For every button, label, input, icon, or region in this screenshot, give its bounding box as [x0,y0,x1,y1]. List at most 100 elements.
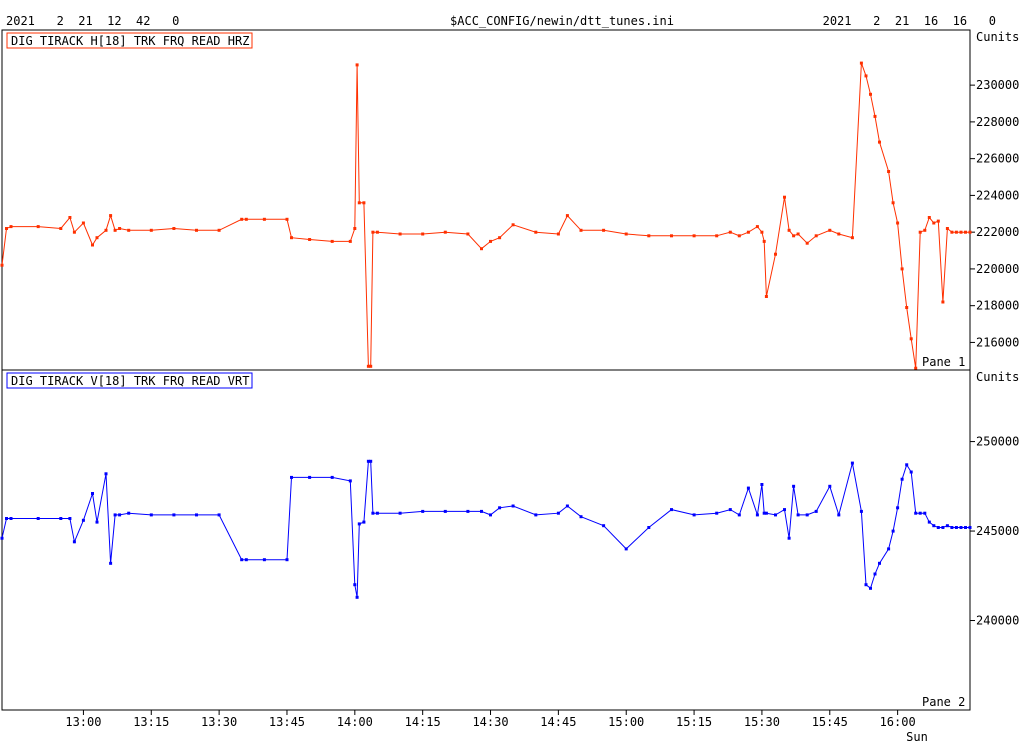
p2-data-point [398,511,402,515]
p1-data-point [0,263,4,267]
p2-data-point [68,517,72,520]
p1-data-point [774,252,777,256]
p1-data-point [355,63,359,67]
p1-data-point [113,228,117,232]
p2-y-tick-label: 240000 [976,614,1019,628]
p2-data-point [262,558,266,562]
p2-data-point [909,470,913,474]
p1-data-point [357,201,361,205]
p2-data-point [941,526,945,529]
p1-data-point [290,236,293,240]
p2-data-point [891,529,895,533]
pane-2-trace [0,459,972,599]
p2-data-point [896,506,900,510]
time-tick-label: 14:00 [337,715,373,729]
p2-data-point [579,515,583,519]
p1-data-point [375,230,379,234]
day-label: Sun [906,730,928,744]
time-tick-label: 15:00 [608,715,644,729]
p1-data-point [964,230,967,234]
pane-1-legend[interactable]: DIG TIRACK H[18] TRK FRQ READ HRZ [6,32,253,49]
time-tick-label: 15:45 [812,715,848,729]
p2-data-point [932,524,936,528]
p1-y-tick-label: 220000 [976,262,1019,276]
p1-y-tick-label: 218000 [976,299,1019,313]
pane-1-unit: Cunits [976,30,1019,44]
p1-data-point [760,230,764,234]
p1-data-point [369,364,373,368]
pane-1-label: Pane 1 [922,355,965,369]
p1-data-point [715,234,719,238]
p2-data-point [355,595,359,599]
p1-y-tick-label: 230000 [976,78,1019,92]
pane-2-legend[interactable]: DIG TIRACK V[18] TRK FRQ READ VRT [6,372,253,389]
p2-data-point [737,513,741,517]
p2-data-point [728,508,732,512]
pane-1-y-axis: 216000 218000 220000 222000 224000 226000 2280… [970,78,1019,349]
p1-data-point [95,236,99,240]
p2-data-point [828,484,832,488]
pane-1-trace [0,61,972,370]
p1-data-point [647,234,651,238]
p2-data-point [954,526,958,529]
p2-data-point [104,472,108,476]
p1-data-point [737,234,741,238]
p2-data-point [109,561,113,565]
p2-data-point [959,526,963,529]
p1-data-point [353,227,357,230]
p2-data-point [715,511,719,515]
p2-data-point [330,475,334,479]
p2-data-point [850,461,854,465]
p1-data-point [308,238,312,241]
p2-data-point [95,520,99,524]
p1-data-point [366,364,370,368]
p1-data-point [896,221,900,225]
pane-2-legend-label: DIG TIRACK V[18] TRK FRQ READ VRT [11,374,249,388]
p1-data-point [954,230,958,234]
p2-data-point [602,524,606,528]
p1-data-point [936,219,940,223]
p2-data-point [783,508,786,512]
p1-y-tick-label: 216000 [976,335,1019,349]
p2-data-point [149,513,153,517]
p1-data-point [927,216,931,219]
p2-data-point [905,463,909,467]
p1-data-point [959,230,963,234]
p1-data-point [127,228,131,232]
p1-data-point [850,236,854,240]
p2-data-point [914,511,918,515]
time-tick-label: 16:00 [880,715,916,729]
p2-data-point [764,511,768,515]
time-tick-label: 13:45 [269,715,305,729]
p2-data-point [859,509,863,513]
p1-data-point [5,227,8,230]
p1-data-point [968,230,972,234]
p2-data-point [968,526,972,529]
p2-data-point [964,526,967,529]
p2-data-point [746,486,750,490]
p1-data-point [805,241,809,245]
p2-data-point [670,508,673,512]
p2-data-point [81,518,85,522]
p1-series-line [1,62,970,369]
p1-data-point [792,234,796,238]
p2-data-point [240,558,244,562]
time-tick-label: 15:15 [676,715,712,729]
p2-data-point [647,526,651,529]
time-tick-label: 15:30 [744,715,780,729]
p1-data-point [762,239,766,243]
pane-2[interactable]: DIG TIRACK V[18] TRK FRQ READ VRT Cunits… [0,369,1020,711]
p2-data-point [936,526,940,529]
p1-data-point [624,232,628,236]
p2-data-point [556,511,560,515]
p1-data-point [950,230,954,234]
p2-data-point [0,536,4,540]
p1-data-point [837,232,841,236]
p2-data-point [837,513,841,517]
p2-data-point [787,536,791,540]
pane-1[interactable]: DIG TIRACK H[18] TRK FRQ READ HRZ Cunits… [0,29,1020,371]
p1-data-point [869,92,872,96]
p2-data-point [118,513,122,517]
p1-data-point [764,295,768,298]
p1-data-point [828,228,832,232]
